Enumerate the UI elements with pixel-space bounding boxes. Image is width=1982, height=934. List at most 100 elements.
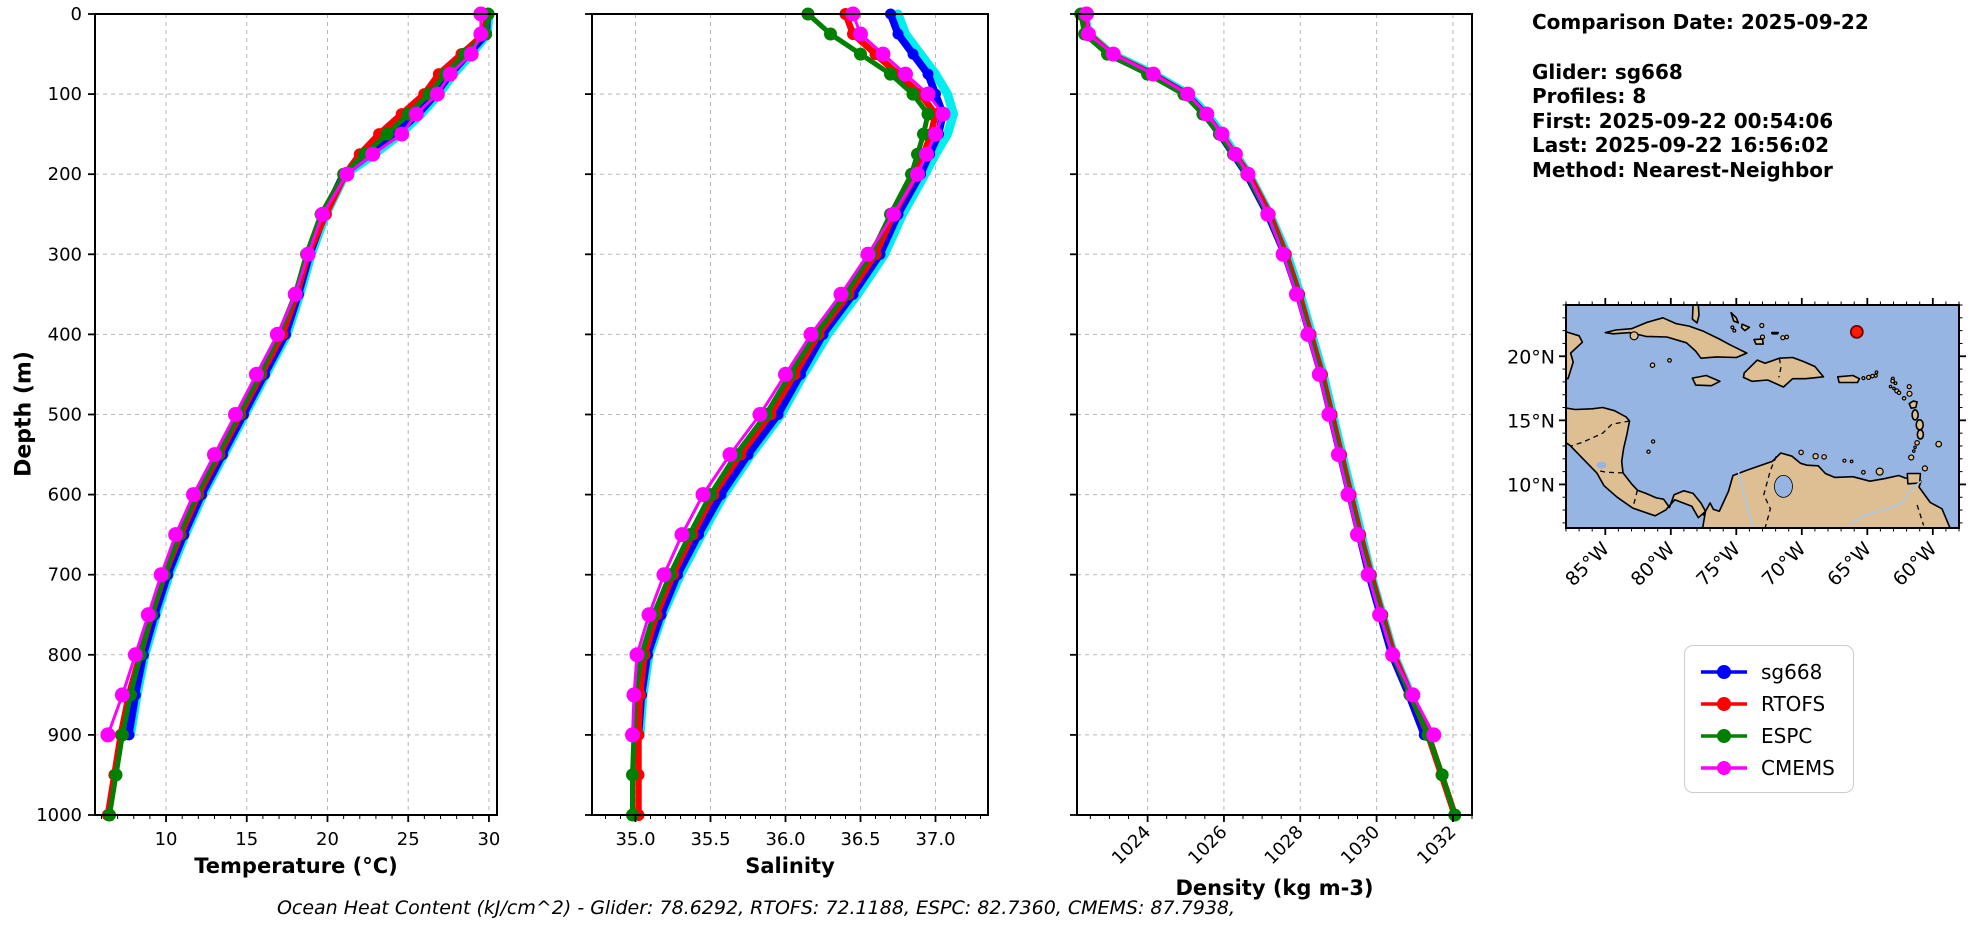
svg-text:35.0: 35.0 xyxy=(615,829,655,850)
land-guadeloupe xyxy=(1908,400,1918,409)
profiles-text: Profiles: 8 xyxy=(1532,84,1647,108)
glider-text: Glider: sg668 xyxy=(1532,59,1683,84)
svg-text:300: 300 xyxy=(48,244,82,265)
svg-text:1024: 1024 xyxy=(1108,822,1155,869)
svg-text:60°W: 60°W xyxy=(1889,538,1942,591)
svg-text:200: 200 xyxy=(48,164,82,185)
svg-text:1026: 1026 xyxy=(1184,822,1231,869)
chart-legend: sg668 RTOFS ESPC CMEMS xyxy=(1684,645,1854,793)
svg-text:10: 10 xyxy=(155,829,178,850)
legend-sample-espc xyxy=(1701,729,1747,743)
svg-text:15: 15 xyxy=(235,829,258,850)
series-CMEMS xyxy=(625,6,951,743)
tick-labels: 1024 1026 1028 1030 1032 xyxy=(1108,822,1461,869)
svg-text:400: 400 xyxy=(48,324,82,345)
svg-text:80°W: 80°W xyxy=(1627,538,1680,591)
series-CMEMS xyxy=(1079,6,1442,743)
glider-position-marker xyxy=(1849,324,1864,339)
x-axis-label: Salinity xyxy=(745,854,835,878)
series-ESPC xyxy=(1074,7,1462,822)
axis-ticks xyxy=(1070,13,1473,822)
map-ticks xyxy=(1559,298,1966,535)
svg-text:10°N: 10°N xyxy=(1507,474,1555,496)
legend-item-cmems: CMEMS xyxy=(1699,752,1847,784)
legend-label: CMEMS xyxy=(1761,756,1835,780)
svg-text:37.0: 37.0 xyxy=(915,829,955,850)
land-jamaica xyxy=(1691,374,1721,387)
svg-text:500: 500 xyxy=(48,405,82,426)
svg-text:700: 700 xyxy=(48,565,82,586)
legend-label: sg668 xyxy=(1761,660,1823,684)
legend-sample-rtofs xyxy=(1701,697,1747,711)
depth-axis-label: Depth (m) xyxy=(11,351,37,477)
svg-text:65°W: 65°W xyxy=(1823,538,1876,591)
last-profile-text: Last: 2025-09-22 16:56:02 xyxy=(1532,133,1830,157)
legend-sample-cmems xyxy=(1701,761,1747,775)
land-bahamas-andros xyxy=(1691,305,1700,324)
tick-labels: 35.0 35.5 36.0 36.5 37.0 xyxy=(615,829,955,850)
land-puerto-rico xyxy=(1836,374,1861,384)
svg-text:100: 100 xyxy=(48,84,82,105)
svg-text:25: 25 xyxy=(397,829,420,850)
svg-text:20: 20 xyxy=(316,829,339,850)
x-axis-label: Temperature (°C) xyxy=(194,854,397,878)
comparison-date-text: Comparison Date: 2025-09-22 xyxy=(1532,10,1869,34)
land-bahamas-long-island xyxy=(1730,311,1740,324)
map-svg: 85°W 80°W 75°W 70°W 65°W 60°W 20°N 15°N 10°N xyxy=(1507,298,1966,591)
land-small-islands xyxy=(1629,322,1943,476)
axis-ticks xyxy=(88,13,490,822)
temperature-profile-svg: 10 15 20 25 30010020030040050060070080090010… xyxy=(36,4,500,878)
rivers xyxy=(1737,470,1922,528)
ocean-heat-content-caption: Ocean Heat Content (kJ/cm^2) - Glider: 7… xyxy=(276,897,1236,919)
axis-ticks xyxy=(585,13,981,822)
svg-text:1028: 1028 xyxy=(1261,822,1308,869)
method-text: Method: Nearest-Neighbor xyxy=(1532,157,1833,182)
location-map: 85°W 80°W 75°W 70°W 65°W 60°W 20°N 15°N 10°N xyxy=(1507,298,1966,591)
legend-label: RTOFS xyxy=(1761,692,1826,716)
tick-labels: 10 15 20 25 30010020030040050060070080090010… xyxy=(36,4,500,850)
svg-text:30: 30 xyxy=(477,829,500,850)
land-acklins xyxy=(1740,323,1751,332)
gridlines xyxy=(95,13,497,816)
svg-text:900: 900 xyxy=(48,725,82,746)
land-hispaniola xyxy=(1742,356,1825,388)
legend-item-rtofs: RTOFS xyxy=(1699,688,1847,720)
svg-text:85°W: 85°W xyxy=(1561,538,1614,591)
land-dominica xyxy=(1911,409,1919,421)
temperature-profile-chart: 10 15 20 25 30 0 100 200 300 400 500 600 700 800 900 10… xyxy=(36,4,500,878)
legend-item-espc: ESPC xyxy=(1699,720,1847,752)
salinity-profile-svg: 35.0 35.5 36.0 36.5 37.0 Salinity xyxy=(585,6,989,878)
lake-nicaragua xyxy=(1596,461,1607,469)
legend-item-sg668: sg668 xyxy=(1699,656,1847,688)
salinity-profile-chart: 35.0 35.5 36.0 36.5 37.0 Salinity xyxy=(585,6,989,878)
x-axis-label: Density (kg m-3) xyxy=(1175,876,1373,900)
series-sg668 xyxy=(123,8,493,741)
series-CMEMS xyxy=(100,6,489,743)
svg-text:1032: 1032 xyxy=(1413,822,1460,869)
svg-text:1000: 1000 xyxy=(36,805,82,826)
series-sg668-raw xyxy=(1080,9,1431,740)
first-profile-text: First: 2025-09-22 00:54:06 xyxy=(1532,108,1834,133)
svg-text:1030: 1030 xyxy=(1337,822,1384,869)
series-sg668-raw xyxy=(126,9,494,740)
svg-text:800: 800 xyxy=(48,645,82,666)
legend-sample-sg668 xyxy=(1701,665,1747,679)
land-great-inagua xyxy=(1753,338,1764,345)
legend-label: ESPC xyxy=(1761,724,1813,748)
land-st-lucia xyxy=(1916,429,1925,440)
svg-text:15°N: 15°N xyxy=(1507,410,1555,432)
svg-text:35.5: 35.5 xyxy=(690,829,730,850)
svg-text:0: 0 xyxy=(71,4,82,25)
land-caicos xyxy=(1770,331,1779,335)
land-cuba xyxy=(1604,317,1748,360)
svg-text:20°N: 20°N xyxy=(1507,346,1555,368)
map-features xyxy=(1566,305,1959,528)
comparison-info-panel: Comparison Date: 2025-09-22 Glider: sg66… xyxy=(1532,10,1869,182)
svg-text:600: 600 xyxy=(48,485,82,506)
lake-maracaibo xyxy=(1774,474,1793,498)
svg-text:75°W: 75°W xyxy=(1692,538,1745,591)
info-spacer xyxy=(1532,35,1869,60)
svg-text:70°W: 70°W xyxy=(1758,538,1811,591)
land-martinique xyxy=(1915,419,1925,431)
